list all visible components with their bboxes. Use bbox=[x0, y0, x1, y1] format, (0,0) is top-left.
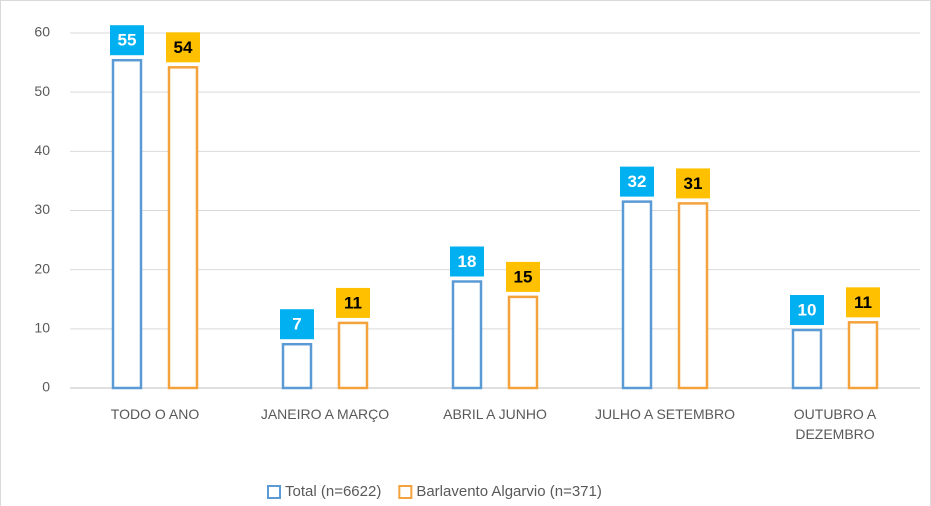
x-tick-label: ABRIL A JUNHO bbox=[443, 406, 547, 422]
bar bbox=[507, 295, 539, 390]
value-label: 10 bbox=[798, 301, 817, 320]
value-label-box bbox=[336, 287, 370, 318]
x-tick-label: JANEIRO A MARÇO bbox=[260, 406, 390, 422]
value-label-box bbox=[166, 32, 200, 63]
bar bbox=[167, 66, 199, 390]
value-label: 18 bbox=[458, 252, 477, 271]
bar bbox=[111, 58, 143, 390]
value-label: 11 bbox=[344, 293, 362, 312]
bar bbox=[281, 342, 313, 390]
value-label: 7 bbox=[292, 315, 301, 334]
value-label-box bbox=[110, 25, 144, 56]
value-label-box bbox=[506, 261, 540, 292]
x-tick-label: JULHO A SETEMBRO bbox=[594, 406, 736, 422]
bar bbox=[621, 200, 653, 390]
x-tick-label: TODO O ANO bbox=[110, 406, 200, 422]
value-label: 54 bbox=[174, 38, 193, 57]
bar bbox=[451, 280, 483, 390]
y-tick-label: 60 bbox=[34, 24, 50, 40]
value-label: 11 bbox=[854, 293, 872, 312]
value-label-box bbox=[450, 246, 484, 277]
y-tick-label: 20 bbox=[34, 260, 50, 276]
bar bbox=[337, 321, 369, 390]
bar bbox=[677, 202, 709, 390]
value-label-box bbox=[620, 166, 654, 197]
y-tick-label: 10 bbox=[34, 320, 50, 336]
x-tick-label: OUTUBRO A DEZEMBRO bbox=[793, 406, 877, 442]
value-label-box bbox=[676, 168, 710, 199]
legend-swatch bbox=[398, 485, 413, 499]
value-label-box bbox=[846, 287, 880, 318]
legend-swatch bbox=[267, 485, 281, 499]
y-tick-label: 50 bbox=[34, 83, 50, 99]
legend-label: Barlavento Algarvio (n=371) bbox=[416, 483, 602, 500]
bar bbox=[847, 321, 879, 390]
bar bbox=[791, 328, 823, 390]
value-label: 32 bbox=[628, 172, 647, 191]
value-label: 15 bbox=[514, 267, 533, 286]
legend-label: Total (n=6622) bbox=[285, 483, 381, 500]
y-tick-label: 0 bbox=[42, 379, 50, 395]
y-tick-label: 30 bbox=[34, 201, 50, 217]
value-label-box bbox=[280, 309, 314, 340]
value-label: 31 bbox=[684, 174, 703, 193]
value-label-box bbox=[790, 295, 824, 326]
y-tick-label: 40 bbox=[34, 142, 50, 158]
value-label: 55 bbox=[118, 31, 137, 50]
